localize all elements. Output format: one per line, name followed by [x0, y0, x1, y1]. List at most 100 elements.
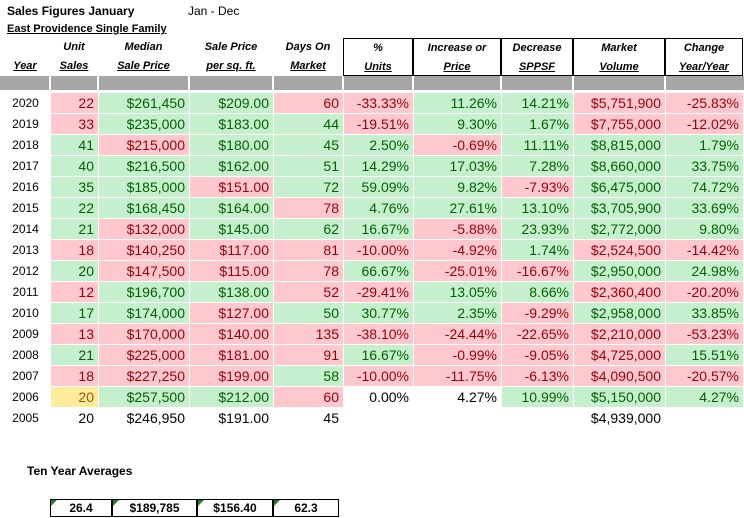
cell-unit-sales[interactable]: 35 [50, 176, 99, 198]
cell-change-year-year[interactable]: -25.83% [665, 92, 744, 114]
cell-market-volume[interactable]: $8,660,000 [573, 155, 666, 177]
avg-unit-sales[interactable]: 26.4 [50, 499, 112, 517]
cell-median-sale-price[interactable]: $147,500 [98, 260, 190, 282]
cell-decrease-sppsf[interactable]: 10.99% [501, 386, 574, 408]
cell-change-year-year[interactable]: 9.80% [665, 218, 744, 240]
cell-year[interactable]: 2019 [0, 113, 51, 135]
cell-market-volume[interactable]: $4,939,000 [573, 407, 666, 429]
cell-market-volume[interactable]: $2,524,500 [573, 239, 666, 261]
cell-decrease-sppsf[interactable]: 1.67% [501, 113, 574, 135]
cell-market-volume[interactable]: $7,755,000 [573, 113, 666, 135]
cell-pct-units[interactable]: 16.67% [343, 218, 414, 240]
cell-decrease-sppsf[interactable]: 11.11% [501, 134, 574, 156]
cell-market-volume[interactable]: $2,360,400 [573, 281, 666, 303]
cell-pct-units[interactable]: -29.41% [343, 281, 414, 303]
cell-increase-price[interactable]: -0.69% [413, 134, 502, 156]
cell-increase-price[interactable]: 9.82% [413, 176, 502, 198]
cell-unit-sales[interactable]: 17 [50, 302, 99, 324]
cell-pct-units[interactable]: -10.00% [343, 239, 414, 261]
cell-market-volume[interactable]: $5,751,900 [573, 92, 666, 114]
cell-year[interactable]: 2005 [0, 407, 51, 429]
cell-market-volume[interactable]: $2,772,000 [573, 218, 666, 240]
cell-year[interactable]: 2016 [0, 176, 51, 198]
cell-change-year-year[interactable]: 4.27% [665, 386, 744, 408]
cell-decrease-sppsf[interactable]: -7.93% [501, 176, 574, 198]
cell-pct-units[interactable]: -33.33% [343, 92, 414, 114]
cell-days-on-market[interactable]: 91 [273, 344, 344, 366]
cell-change-year-year[interactable]: 33.69% [665, 197, 744, 219]
cell-change-year-year[interactable]: 15.51% [665, 344, 744, 366]
cell-sale-price-per-sqft[interactable]: $138.00 [189, 281, 274, 303]
cell-days-on-market[interactable]: 45 [273, 134, 344, 156]
cell-change-year-year[interactable]: 74.72% [665, 176, 744, 198]
cell-market-volume[interactable]: $2,958,000 [573, 302, 666, 324]
cell-decrease-sppsf[interactable]: 7.28% [501, 155, 574, 177]
cell-change-year-year[interactable]: 24.98% [665, 260, 744, 282]
cell-change-year-year[interactable]: 33.75% [665, 155, 744, 177]
cell-unit-sales[interactable]: 20 [50, 260, 99, 282]
cell-sale-price-per-sqft[interactable]: $162.00 [189, 155, 274, 177]
cell-increase-price[interactable]: 13.05% [413, 281, 502, 303]
cell-year[interactable]: 2015 [0, 197, 51, 219]
cell-increase-price[interactable]: 4.27% [413, 386, 502, 408]
cell-market-volume[interactable]: $4,725,000 [573, 344, 666, 366]
cell-median-sale-price[interactable]: $168,450 [98, 197, 190, 219]
cell-sale-price-per-sqft[interactable]: $151.00 [189, 176, 274, 198]
cell-increase-price[interactable]: 11.26% [413, 92, 502, 114]
cell-decrease-sppsf[interactable]: -9.29% [501, 302, 574, 324]
cell-days-on-market[interactable]: 78 [273, 260, 344, 282]
cell-days-on-market[interactable]: 60 [273, 386, 344, 408]
cell-pct-units[interactable]: 59.09% [343, 176, 414, 198]
cell-median-sale-price[interactable]: $132,000 [98, 218, 190, 240]
cell-pct-units[interactable]: -38.10% [343, 323, 414, 345]
cell-sale-price-per-sqft[interactable]: $183.00 [189, 113, 274, 135]
cell-sale-price-per-sqft[interactable]: $199.00 [189, 365, 274, 387]
cell-days-on-market[interactable]: 135 [273, 323, 344, 345]
cell-median-sale-price[interactable]: $261,450 [98, 92, 190, 114]
cell-days-on-market[interactable]: 45 [273, 407, 344, 429]
cell-decrease-sppsf[interactable]: 1.74% [501, 239, 574, 261]
cell-year[interactable]: 2006 [0, 386, 51, 408]
cell-market-volume[interactable]: $2,950,000 [573, 260, 666, 282]
cell-increase-price[interactable]: 2.35% [413, 302, 502, 324]
cell-pct-units[interactable]: 14.29% [343, 155, 414, 177]
cell-decrease-sppsf[interactable]: 8.66% [501, 281, 574, 303]
avg-days-market[interactable]: 62.3 [273, 499, 339, 517]
cell-year[interactable]: 2013 [0, 239, 51, 261]
cell-market-volume[interactable]: $8,815,000 [573, 134, 666, 156]
cell-median-sale-price[interactable]: $235,000 [98, 113, 190, 135]
avg-median-price[interactable]: $189,785 [112, 499, 197, 517]
cell-decrease-sppsf[interactable]: 14.21% [501, 92, 574, 114]
cell-days-on-market[interactable]: 81 [273, 239, 344, 261]
cell-days-on-market[interactable]: 60 [273, 92, 344, 114]
cell-pct-units[interactable]: 30.77% [343, 302, 414, 324]
cell-median-sale-price[interactable]: $215,000 [98, 134, 190, 156]
cell-median-sale-price[interactable]: $227,250 [98, 365, 190, 387]
cell-days-on-market[interactable]: 58 [273, 365, 344, 387]
cell-unit-sales[interactable]: 40 [50, 155, 99, 177]
cell-sale-price-per-sqft[interactable]: $145.00 [189, 218, 274, 240]
cell-change-year-year[interactable]: -12.02% [665, 113, 744, 135]
cell-median-sale-price[interactable]: $246,950 [98, 407, 190, 429]
cell-unit-sales[interactable]: 13 [50, 323, 99, 345]
cell-year[interactable]: 2012 [0, 260, 51, 282]
cell-increase-price[interactable]: -25.01% [413, 260, 502, 282]
cell-unit-sales[interactable]: 18 [50, 365, 99, 387]
cell-sale-price-per-sqft[interactable]: $127.00 [189, 302, 274, 324]
cell-decrease-sppsf[interactable]: -16.67% [501, 260, 574, 282]
cell-year[interactable]: 2009 [0, 323, 51, 345]
cell-median-sale-price[interactable]: $140,250 [98, 239, 190, 261]
cell-pct-units[interactable]: -10.00% [343, 365, 414, 387]
cell-market-volume[interactable]: $4,090,500 [573, 365, 666, 387]
cell-pct-units[interactable]: 66.67% [343, 260, 414, 282]
cell-sale-price-per-sqft[interactable]: $115.00 [189, 260, 274, 282]
cell-increase-price[interactable]: -4.92% [413, 239, 502, 261]
cell-pct-units[interactable]: 4.76% [343, 197, 414, 219]
cell-sale-price-per-sqft[interactable]: $117.00 [189, 239, 274, 261]
cell-year[interactable]: 2011 [0, 281, 51, 303]
cell-pct-units[interactable]: 0.00% [343, 386, 414, 408]
cell-days-on-market[interactable]: 51 [273, 155, 344, 177]
cell-change-year-year[interactable] [665, 407, 744, 429]
cell-year[interactable]: 2010 [0, 302, 51, 324]
cell-increase-price[interactable]: -5.88% [413, 218, 502, 240]
